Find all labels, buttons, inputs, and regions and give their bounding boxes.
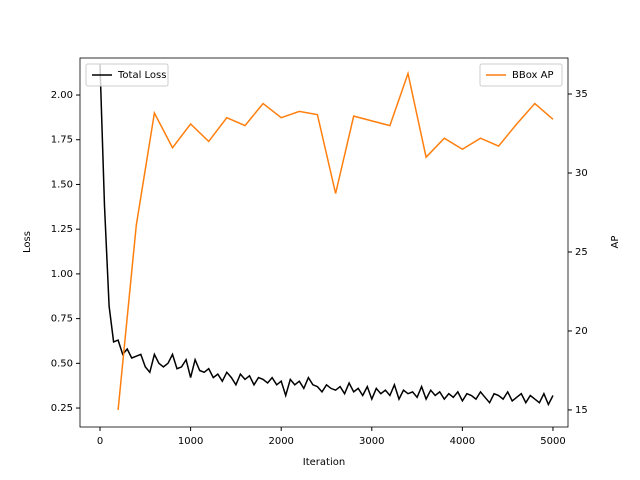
legend-box — [479, 63, 563, 87]
x-tick-label: 5000 — [540, 436, 565, 447]
y2-tick-label: 25 — [575, 247, 588, 258]
series-line — [99, 64, 554, 407]
x-tick-label: 0 — [97, 436, 103, 447]
x-tick-label: 2000 — [268, 436, 293, 447]
series-line — [117, 70, 554, 410]
y-axis-label: Loss — [22, 231, 33, 253]
legend-label: BBox AP — [512, 70, 554, 81]
y-tick-label: 0.25 — [51, 403, 73, 414]
y-tick-label: 1.50 — [51, 179, 73, 190]
y2-axis-label: AP — [610, 236, 621, 249]
legend-label: Total Loss — [117, 70, 166, 81]
y-tick-label: 1.25 — [51, 224, 73, 235]
y-tick-label: 0.75 — [51, 314, 73, 325]
y2-tick-label: 20 — [575, 326, 588, 337]
y2-tick-label: 35 — [575, 89, 588, 100]
y-tick-label: 2.00 — [51, 90, 73, 101]
x-axis-label: Iteration — [303, 457, 345, 468]
x-tick-label: 1000 — [178, 436, 203, 447]
legend-box — [85, 63, 169, 87]
x-tick-label: 3000 — [359, 436, 384, 447]
plot-frame — [79, 57, 569, 428]
x-tick-label: 4000 — [450, 436, 475, 447]
y-tick-label: 1.00 — [51, 269, 73, 280]
y-tick-label: 1.75 — [51, 135, 73, 146]
y-tick-label: 0.50 — [51, 358, 73, 369]
y2-tick-label: 15 — [575, 405, 588, 416]
y2-tick-label: 30 — [575, 168, 588, 179]
